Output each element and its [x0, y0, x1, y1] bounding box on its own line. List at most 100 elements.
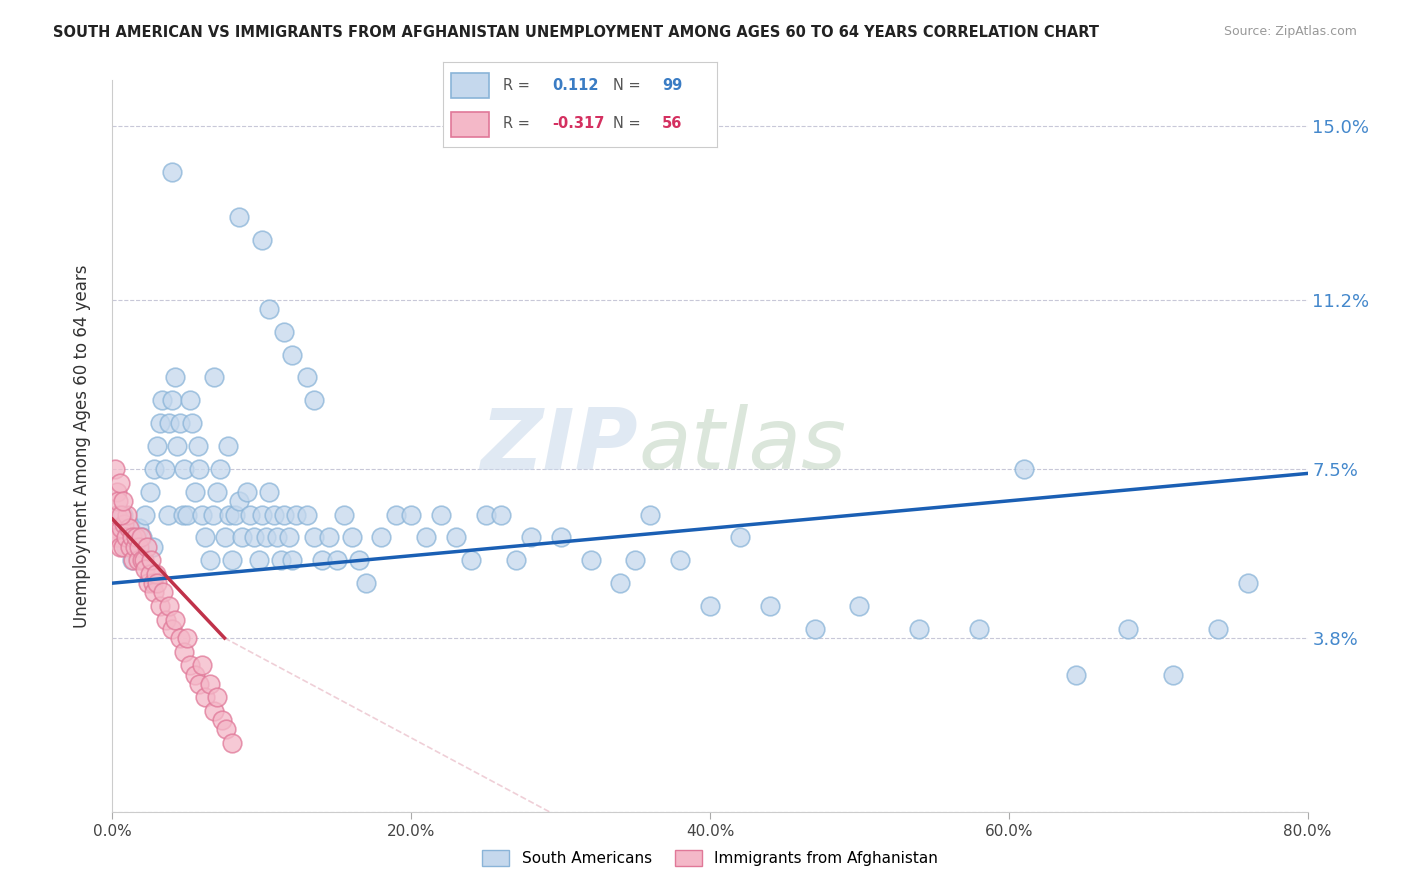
Point [475, 508, 498, 522]
Point [198, 553, 221, 567]
Point [214, 530, 236, 544]
Point [120, 540, 142, 554]
Text: atlas: atlas [638, 404, 846, 488]
Point [370, 530, 392, 544]
Point [415, 530, 437, 544]
Point [142, 540, 165, 554]
Point [1206, 622, 1229, 636]
Point [295, 370, 318, 384]
Text: 99: 99 [662, 78, 682, 93]
Point [228, 494, 250, 508]
Point [143, 585, 166, 599]
Text: N =: N = [613, 78, 641, 93]
Point [302, 530, 325, 544]
Point [187, 439, 209, 453]
Point [699, 599, 721, 613]
Point [124, 530, 146, 544]
Point [231, 530, 253, 544]
Point [520, 530, 543, 544]
Point [250, 508, 273, 522]
Point [183, 667, 205, 681]
Point [209, 462, 232, 476]
Point [179, 658, 201, 673]
Point [176, 508, 198, 522]
Point [273, 325, 295, 339]
Point [281, 553, 304, 567]
Point [139, 567, 162, 582]
Point [579, 553, 602, 567]
Point [142, 576, 165, 591]
Point [172, 508, 194, 522]
Point [111, 508, 134, 522]
Point [224, 508, 246, 522]
Point [165, 370, 187, 384]
Point [1064, 667, 1087, 681]
Point [124, 540, 146, 554]
Point [108, 530, 131, 544]
Point [173, 645, 195, 659]
Point [215, 723, 238, 737]
Point [259, 484, 281, 499]
Point [105, 484, 128, 499]
Point [270, 553, 292, 567]
Point [108, 475, 131, 490]
Text: SOUTH AMERICAN VS IMMIGRANTS FROM AFGHANISTAN UNEMPLOYMENT AMONG AGES 60 TO 64 Y: SOUTH AMERICAN VS IMMIGRANTS FROM AFGHAN… [53, 25, 1099, 40]
Point [152, 585, 174, 599]
Point [295, 508, 318, 522]
Point [125, 530, 148, 544]
Bar [451, 72, 489, 98]
Point [347, 553, 370, 567]
Point [259, 301, 281, 316]
Point [131, 530, 153, 544]
Point [1012, 462, 1035, 476]
Point [115, 530, 138, 544]
Point [311, 553, 333, 567]
Point [107, 530, 129, 544]
Point [115, 540, 138, 554]
Point [202, 704, 225, 718]
Point [121, 553, 143, 567]
Point [138, 576, 160, 591]
Point [188, 462, 211, 476]
Point [318, 530, 340, 544]
Point [277, 530, 299, 544]
Point [243, 530, 266, 544]
Point [162, 164, 183, 178]
Point [179, 393, 201, 408]
Point [149, 416, 172, 430]
Point [107, 494, 129, 508]
Point [146, 439, 169, 453]
Point [325, 553, 347, 567]
Point [624, 553, 647, 567]
Point [169, 631, 191, 645]
Point [156, 508, 179, 522]
Point [111, 540, 134, 554]
Text: Source: ZipAtlas.com: Source: ZipAtlas.com [1223, 25, 1357, 38]
Point [110, 508, 132, 522]
Text: 56: 56 [662, 116, 682, 131]
Point [155, 613, 177, 627]
Point [356, 576, 378, 591]
Point [489, 508, 512, 522]
Point [180, 416, 202, 430]
Point [132, 553, 155, 567]
Point [191, 508, 214, 522]
Point [254, 530, 277, 544]
Point [221, 736, 243, 750]
Point [1237, 576, 1260, 591]
Point [401, 508, 423, 522]
Point [505, 553, 527, 567]
Point [162, 393, 183, 408]
Point [173, 462, 195, 476]
Point [201, 508, 224, 522]
Point [118, 521, 141, 535]
Point [967, 622, 990, 636]
Point [285, 508, 308, 522]
Point [146, 576, 169, 591]
Point [198, 676, 221, 690]
Point [669, 553, 692, 567]
Point [157, 599, 180, 613]
Point [194, 530, 217, 544]
Text: R =: R = [503, 78, 530, 93]
Point [104, 530, 127, 544]
